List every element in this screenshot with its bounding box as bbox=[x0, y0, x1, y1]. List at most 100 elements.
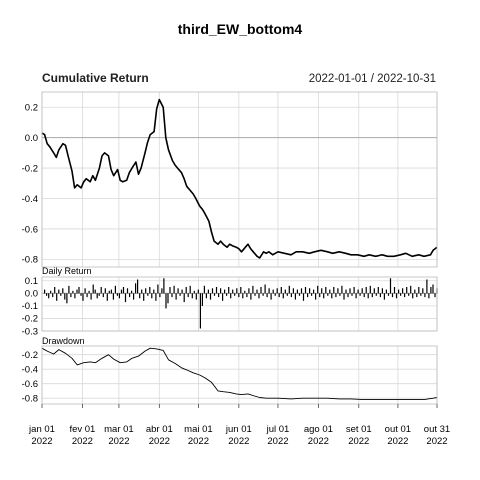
daily-return-bar bbox=[400, 293, 401, 296]
daily-return-bar bbox=[188, 293, 189, 297]
daily-return-bar bbox=[364, 293, 365, 297]
y-tick-label-1: -0.4 bbox=[22, 194, 38, 205]
daily-return-bar bbox=[281, 287, 282, 293]
daily-return-bar bbox=[307, 293, 308, 297]
daily-return-bar bbox=[44, 290, 45, 294]
drawdown-line bbox=[42, 348, 437, 399]
x-tick-year-label: 2022 bbox=[267, 436, 288, 447]
daily-return-bar bbox=[254, 293, 255, 296]
daily-return-bar bbox=[186, 287, 187, 293]
daily-return-bar bbox=[210, 293, 211, 299]
daily-return-bar bbox=[396, 293, 397, 298]
daily-return-bar bbox=[87, 293, 88, 297]
daily-return-bar bbox=[155, 293, 156, 301]
x-tick-label: fev 01 bbox=[69, 424, 95, 435]
y-tick-label-3: -0.8 bbox=[22, 394, 38, 405]
drawdown-panel-title: Drawdown bbox=[42, 336, 85, 346]
daily-return-bar bbox=[105, 288, 106, 293]
daily-return-bar bbox=[214, 293, 215, 296]
daily-return-bar bbox=[167, 293, 168, 303]
daily-return-bar bbox=[432, 285, 433, 294]
daily-return-bar bbox=[382, 288, 383, 293]
daily-return-bar bbox=[159, 293, 160, 297]
daily-return-bar bbox=[194, 291, 195, 294]
daily-return-bar bbox=[58, 290, 59, 294]
daily-return-bar bbox=[125, 293, 126, 302]
daily-return-bar bbox=[200, 293, 201, 328]
daily-return-bar bbox=[297, 290, 298, 294]
daily-return-bar bbox=[147, 293, 148, 296]
daily-return-bar bbox=[66, 293, 67, 303]
daily-return-bar bbox=[263, 293, 264, 296]
daily-return-bar bbox=[378, 287, 379, 293]
cumulative-panel-title: Cumulative Return bbox=[42, 71, 149, 85]
daily-return-bar bbox=[74, 293, 75, 298]
daily-return-bar bbox=[392, 293, 393, 297]
daily-return-bar bbox=[360, 293, 361, 296]
daily-return-bar bbox=[283, 293, 284, 298]
daily-return-bar bbox=[64, 293, 65, 299]
daily-return-bar bbox=[285, 290, 286, 294]
daily-return-bar bbox=[182, 290, 183, 294]
daily-return-bar bbox=[416, 293, 417, 297]
daily-return-bar bbox=[82, 293, 83, 301]
daily-return-bar bbox=[325, 287, 326, 293]
grid-layer bbox=[42, 92, 437, 404]
daily-return-bar bbox=[224, 290, 225, 294]
daily-return-bar bbox=[135, 283, 136, 293]
daily-return-bar bbox=[368, 293, 369, 298]
daily-return-bar bbox=[293, 288, 294, 293]
chart-title: third_EW_bottom4 bbox=[178, 21, 303, 37]
daily-return-bar bbox=[341, 286, 342, 294]
daily-return-bar bbox=[72, 291, 73, 294]
daily-return-bar bbox=[295, 293, 296, 299]
daily-return-bar bbox=[410, 286, 411, 294]
daily-return-bar bbox=[212, 288, 213, 293]
daily-return-bar bbox=[97, 293, 98, 298]
daily-return-bar bbox=[70, 293, 71, 297]
daily-return-bar bbox=[222, 293, 223, 301]
daily-return-bar bbox=[333, 287, 334, 293]
daily-return-bar bbox=[240, 287, 241, 293]
daily-return-bar bbox=[343, 293, 344, 299]
x-tick-label: out 01 bbox=[385, 424, 411, 435]
daily-return-bar bbox=[165, 293, 166, 308]
x-tick-label: out 31 bbox=[424, 424, 450, 435]
daily-return-bar bbox=[99, 293, 100, 296]
daily-return-bar bbox=[394, 287, 395, 293]
y-tick-label-2: -0.3 bbox=[22, 326, 38, 337]
daily-return-bar bbox=[121, 290, 122, 294]
daily-return-bar bbox=[321, 288, 322, 293]
daily-return-bar bbox=[50, 291, 51, 294]
daily-return-bar bbox=[218, 293, 219, 297]
daily-return-panel-title: Daily Return bbox=[42, 266, 92, 276]
daily-return-bar bbox=[68, 286, 69, 294]
daily-return-bar bbox=[317, 286, 318, 294]
y-tick-label-3: -0.6 bbox=[22, 379, 38, 390]
daily-return-bar bbox=[390, 278, 391, 293]
daily-return-bar bbox=[398, 290, 399, 294]
daily-return-bar bbox=[228, 287, 229, 293]
y-tick-label-2: -0.2 bbox=[22, 314, 38, 325]
daily-return-bar bbox=[163, 278, 164, 293]
x-tick-year-label: 2022 bbox=[149, 436, 170, 447]
daily-return-bar bbox=[291, 293, 292, 297]
daily-return-bar bbox=[169, 287, 170, 293]
daily-return-bar bbox=[366, 287, 367, 293]
y-tick-label-1: -0.8 bbox=[22, 255, 38, 266]
daily-return-bar bbox=[151, 293, 152, 298]
daily-return-bar bbox=[248, 288, 249, 293]
daily-return-bar bbox=[204, 286, 205, 294]
daily-return-bar bbox=[339, 293, 340, 296]
daily-return-bar bbox=[430, 287, 431, 293]
daily-return-bar bbox=[220, 288, 221, 293]
daily-return-bar bbox=[52, 293, 53, 297]
daily-return-bar bbox=[418, 287, 419, 293]
daily-return-bar bbox=[349, 288, 350, 293]
daily-return-bar bbox=[91, 293, 92, 299]
daily-return-bar bbox=[273, 290, 274, 294]
panel-frame-2 bbox=[42, 277, 437, 331]
y-tick-label-3: -0.2 bbox=[22, 350, 38, 361]
y-tick-label-1: 0.2 bbox=[25, 103, 38, 114]
daily-return-bar bbox=[161, 288, 162, 293]
